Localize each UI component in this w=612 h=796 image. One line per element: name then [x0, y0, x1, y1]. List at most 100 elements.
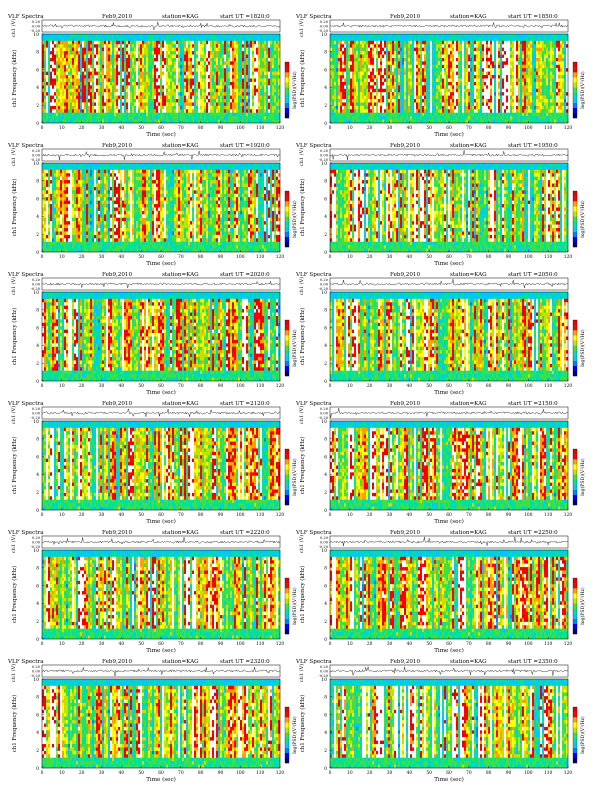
spectrogram-cell: [264, 48, 266, 52]
spectrogram-cell: [224, 61, 226, 65]
spectrogram-cell: [146, 34, 148, 38]
spectrogram-cell: [258, 37, 260, 41]
spectrogram-cell: [108, 34, 110, 38]
spectrogram-cell: [200, 55, 202, 59]
spectrogram-cell: [174, 58, 176, 62]
spectrogram-cell: [260, 34, 262, 38]
spectrogram-cell: [68, 61, 70, 65]
spectrogram-cell: [216, 48, 218, 52]
spectrogram-cell: [160, 58, 162, 62]
spectrogram-cell: [118, 37, 120, 41]
spectrogram-cell: [62, 65, 64, 69]
spectrogram-cell: [192, 37, 194, 41]
spectrogram-image: [42, 34, 280, 123]
spectrogram-cell: [122, 55, 124, 59]
spectrogram-cell: [204, 51, 206, 55]
spectrogram-cell: [102, 58, 104, 62]
spectrogram-cell: [208, 41, 210, 45]
spectrogram-cell: [50, 44, 52, 48]
spectrogram-cell: [266, 51, 268, 55]
spectrogram-cell: [216, 61, 218, 65]
spectrogram-cell: [108, 55, 110, 59]
spectrogram-cell: [264, 55, 266, 59]
spectrogram-cell: [222, 44, 224, 48]
spectrogram-cell: [92, 51, 94, 55]
spectrogram-cell: [148, 58, 150, 62]
spectrogram-cell: [72, 44, 74, 48]
spectrogram-cell: [188, 37, 190, 41]
spectrogram-cell: [188, 41, 190, 45]
spectrogram-cell: [158, 55, 160, 59]
spectrogram-cell: [156, 41, 158, 45]
spectrogram-cell: [268, 55, 270, 59]
spectrogram-cell: [116, 61, 118, 65]
spectrogram-cell: [140, 34, 142, 38]
spectrogram-cell: [262, 61, 264, 65]
spectrogram-cell: [216, 58, 218, 62]
spectrogram-cell: [218, 44, 220, 48]
spectrogram-cell: [242, 44, 244, 48]
spectrogram-cell: [44, 58, 46, 62]
spectrogram-cell: [60, 44, 62, 48]
spectrogram-cell: [274, 61, 276, 65]
spectrogram-cell: [142, 48, 144, 52]
spectrogram-cell: [254, 41, 256, 45]
spectrogram-cell: [246, 44, 248, 48]
spectrogram-cell: [68, 58, 70, 62]
spectrogram-cell: [214, 48, 216, 52]
spectrogram-cell: [212, 41, 214, 45]
spectrogram-cell: [112, 48, 114, 52]
spectrogram-cell: [104, 44, 106, 48]
spectrogram-cell: [142, 55, 144, 59]
spectrogram-cell: [144, 34, 146, 38]
spectrogram-cell: [248, 58, 250, 62]
spectrogram-cell: [116, 48, 118, 52]
spectrogram-cell: [240, 41, 242, 45]
spectrogram-cell: [202, 55, 204, 59]
spectrogram-cell: [266, 41, 268, 45]
spectrogram-cell: [272, 55, 274, 59]
spectrogram-cell: [60, 58, 62, 62]
spectrogram-cell: [56, 34, 58, 38]
spectrogram-cell: [60, 34, 62, 38]
spectrogram-cell: [152, 51, 154, 55]
spectrogram-cell: [50, 65, 52, 69]
spectrogram-cell: [88, 55, 90, 59]
spectrogram-cell: [86, 48, 88, 52]
spectrogram-cell: [112, 55, 114, 59]
spectrogram-cell: [74, 65, 76, 69]
spectrogram-cell: [212, 61, 214, 65]
spectrogram-cell: [236, 58, 238, 62]
spectrogram-cell: [242, 37, 244, 41]
spectrogram-cell: [162, 44, 164, 48]
spectrogram-cell: [192, 48, 194, 52]
spectrogram-cell: [48, 34, 50, 38]
spectrogram-cell: [212, 55, 214, 59]
spectrogram-cell: [162, 55, 164, 59]
spectrogram-cell: [46, 51, 48, 55]
spectrogram-cell: [246, 61, 248, 65]
spectrogram-cell: [100, 58, 102, 62]
spectrogram-cell: [206, 61, 208, 65]
spectrogram-cell: [92, 34, 94, 38]
spectrogram-cell: [66, 51, 68, 55]
spectrogram-cell: [72, 55, 74, 59]
spectrogram-cell: [64, 34, 66, 38]
spectrogram-cell: [142, 61, 144, 65]
spectrogram-cell: [276, 48, 278, 52]
spectrogram-cell: [126, 44, 128, 48]
spectrogram-cell: [212, 51, 214, 55]
spectrogram-cell: [132, 48, 134, 52]
spectrogram-cell: [254, 51, 256, 55]
spectrogram-cell: [186, 41, 188, 45]
spectrogram-cell: [190, 58, 192, 62]
spectrogram-cell: [138, 51, 140, 55]
spectrogram-cell: [254, 58, 256, 62]
spectrogram-cell: [102, 37, 104, 41]
spectrogram-cell: [128, 61, 130, 65]
spectrogram-cell: [200, 51, 202, 55]
spectrogram-cell: [226, 44, 228, 48]
spectrogram-cell: [66, 55, 68, 59]
spectrogram-cell: [190, 37, 192, 41]
spectrogram-cell: [204, 41, 206, 45]
